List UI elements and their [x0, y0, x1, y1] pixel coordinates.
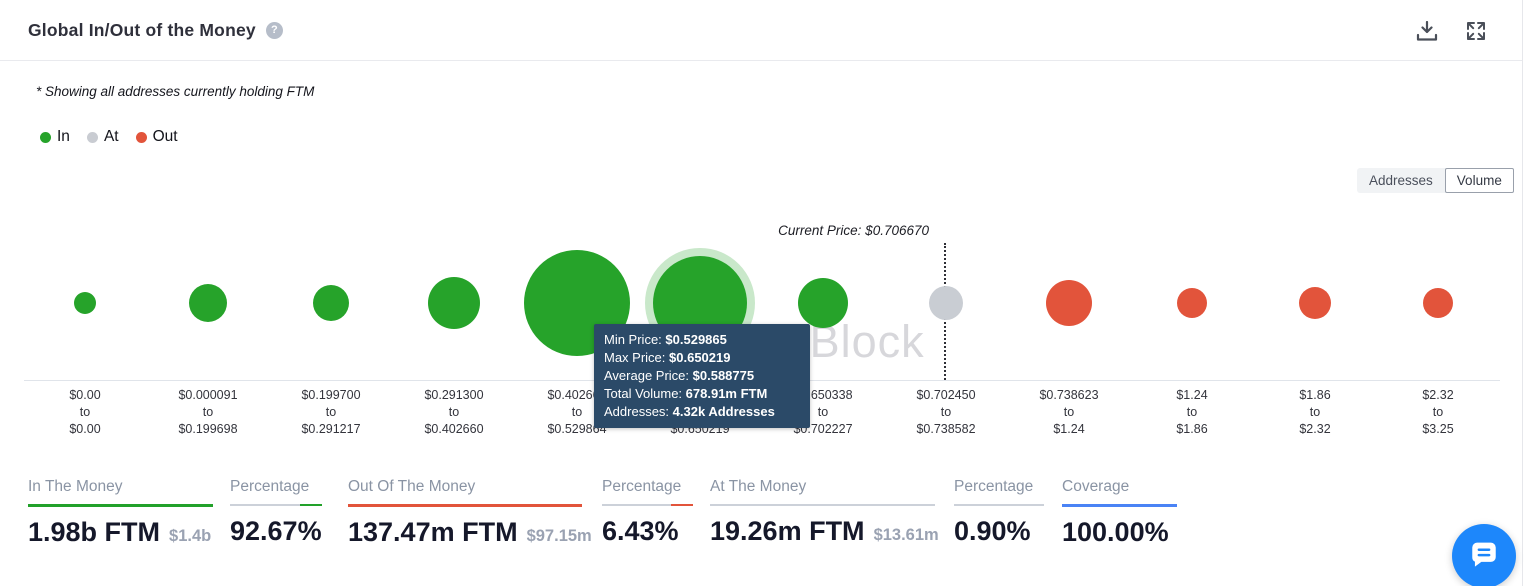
- at-dot-icon: [86, 131, 98, 143]
- stat-in-the-money: In The Money 1.98b FTM $1.4b: [28, 478, 213, 548]
- bubble-chart: IntoTheBlock Current Price: $0.706670 $0…: [0, 200, 1523, 450]
- download-icon[interactable]: [1416, 20, 1438, 46]
- stat-underline-gray: [710, 504, 935, 506]
- price-range-bubble-in[interactable]: [313, 285, 349, 321]
- stat-value: 6.43%: [602, 516, 679, 546]
- price-range-label: $2.32 to $3.25: [1422, 388, 1454, 436]
- stat-underline-red: [348, 504, 582, 507]
- price-range-bubble-in[interactable]: [428, 277, 480, 329]
- stat-label: Out Of The Money: [348, 478, 476, 495]
- stat-label: At The Money: [710, 478, 807, 495]
- stat-value: 100.00%: [1062, 517, 1169, 547]
- page-title: Global In/Out of the Money: [28, 19, 256, 40]
- stat-subvalue: $13.61m: [873, 526, 939, 544]
- in-dot-icon: [40, 131, 51, 143]
- view-toggle: Addresses Volume: [1357, 168, 1514, 193]
- price-range-label: $0.00 to $0.00: [69, 388, 101, 436]
- stat-label: Coverage: [1062, 478, 1130, 495]
- legend-label-out: Out: [152, 128, 178, 145]
- current-price-label: Current Price: $0.706670: [778, 223, 929, 238]
- stat-value: 92.67%: [230, 516, 322, 546]
- stat-out-of-the-money: Out Of The Money 137.47m FTM $97.15m: [348, 478, 592, 548]
- stat-underline-green: [28, 504, 213, 507]
- stat-subvalue: $1.4b: [169, 527, 212, 545]
- legend-item-in[interactable]: In: [40, 128, 70, 146]
- legend: In At Out: [40, 128, 178, 146]
- price-range-label: $1.86 to $2.32: [1299, 388, 1331, 436]
- tooltip: Min Price: $0.529865 Max Price: $0.650219…: [594, 324, 810, 428]
- stat-coverage: Coverage 100.00%: [1062, 478, 1177, 548]
- price-range-label: $0.738623 to $1.24: [1039, 388, 1099, 436]
- stat-at-the-money: At The Money 19.26m FTM $13.61m: [710, 478, 939, 547]
- price-range-bubble-out[interactable]: [1423, 288, 1453, 318]
- stat-label: Percentage: [602, 478, 682, 495]
- tooltip-line: Average Price: $0.588775: [604, 368, 755, 383]
- price-range-bubble-in[interactable]: [798, 278, 848, 328]
- summary-stats: In The Money 1.98b FTM $1.4b Percentage 9…: [0, 478, 1522, 568]
- price-range-label: $0.199700 to $0.291217: [301, 388, 361, 436]
- out-dot-icon: [135, 131, 147, 143]
- price-range-bubble-out[interactable]: [1046, 280, 1092, 326]
- stat-label: In The Money: [28, 478, 123, 495]
- stat-value: 0.90%: [954, 516, 1031, 546]
- stat-in-percentage: Percentage 92.67%: [230, 478, 322, 547]
- widget-header: Global In/Out of the Money ?: [0, 0, 1523, 61]
- stat-underline: [230, 504, 322, 506]
- stat-value: 19.26m FTM: [710, 516, 865, 546]
- help-icon[interactable]: ?: [265, 21, 283, 39]
- price-range-label: $0.402661 to $0.529864: [547, 388, 607, 436]
- stat-value: 1.98b FTM: [28, 517, 161, 547]
- stat-underline: [954, 504, 1044, 506]
- addresses-toggle-button[interactable]: Addresses: [1357, 168, 1445, 193]
- stat-label: Percentage: [954, 478, 1034, 495]
- legend-label-in: In: [57, 128, 70, 145]
- price-range-label: $0.702450 to $0.738582: [916, 388, 976, 436]
- card-right-border: [1522, 0, 1523, 586]
- price-range-label: $0.000091 to $0.199698: [178, 388, 238, 436]
- tooltip-line: Min Price: $0.529865: [604, 332, 727, 347]
- price-range-bubble-in[interactable]: [74, 292, 96, 314]
- stat-underline-blue: [1062, 504, 1177, 507]
- price-range-bubble-out[interactable]: [1177, 288, 1207, 318]
- volume-toggle-button[interactable]: Volume: [1444, 168, 1514, 193]
- legend-label-at: At: [103, 128, 119, 145]
- chat-bubble-icon: [1472, 542, 1496, 567]
- stat-value: 137.47m FTM: [348, 517, 518, 547]
- price-range-bubble-out[interactable]: [1299, 287, 1331, 319]
- expand-icon[interactable]: [1466, 21, 1486, 46]
- tooltip-line: Total Volume: 678.91m FTM: [604, 386, 768, 401]
- price-range-bubble-at[interactable]: [929, 286, 963, 320]
- chart-subtitle: * Showing all addresses currently holdin…: [36, 84, 315, 99]
- price-range-bubble-in[interactable]: [189, 284, 227, 322]
- stat-label: Percentage: [230, 478, 310, 495]
- legend-item-out[interactable]: Out: [135, 128, 178, 146]
- tooltip-line: Max Price: $0.650219: [604, 350, 731, 365]
- stat-underline: [602, 504, 693, 506]
- tooltip-line: Addresses: 4.32k Addresses: [604, 404, 775, 419]
- stat-subvalue: $97.15m: [526, 527, 592, 545]
- chat-widget-button[interactable]: [1452, 524, 1516, 586]
- stat-at-percentage: Percentage 0.90%: [954, 478, 1044, 547]
- legend-item-at[interactable]: At: [86, 128, 119, 146]
- stat-out-percentage: Percentage 6.43%: [602, 478, 693, 547]
- price-range-label: $1.24 to $1.86: [1176, 388, 1208, 436]
- price-range-label: $0.291300 to $0.402660: [424, 388, 484, 436]
